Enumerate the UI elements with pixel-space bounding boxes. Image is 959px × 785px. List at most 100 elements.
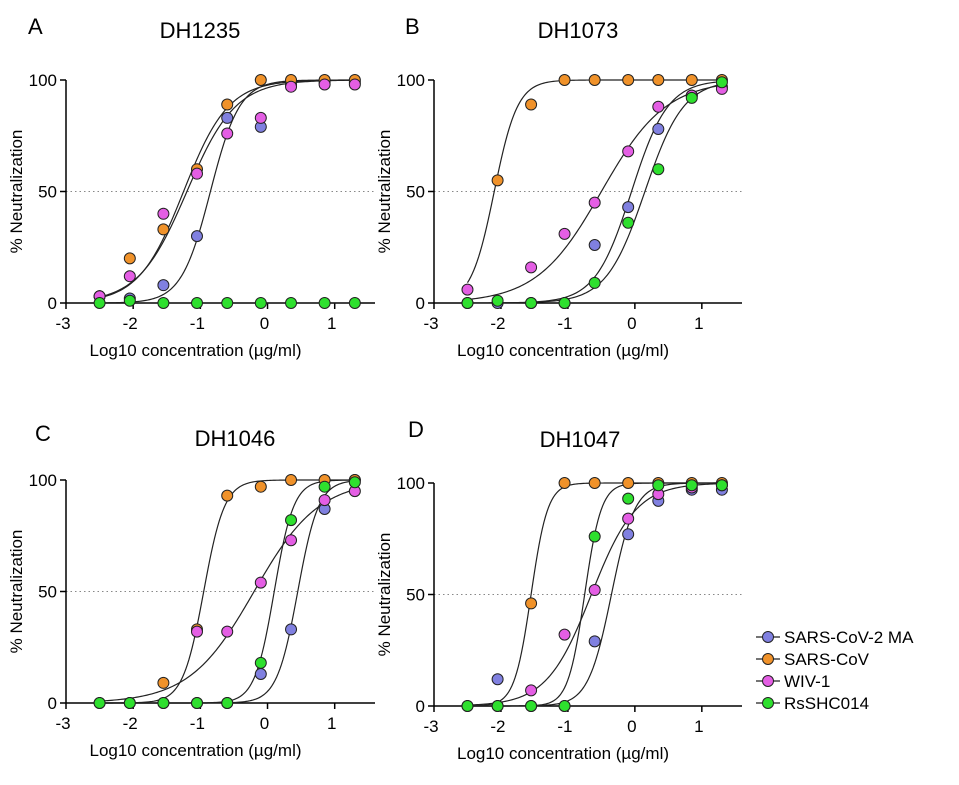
panel-c-y-label: % Neutralization	[7, 530, 26, 654]
legend-item-sars-cov: SARS-CoV	[756, 650, 870, 669]
panel-b-letter: B	[405, 14, 420, 39]
panel-d-point-rsshc014	[525, 700, 538, 712]
panel-c-x-tick-label: 0	[260, 714, 269, 733]
panel-a-x-tick-label: 1	[327, 314, 336, 333]
panel-a-point-rsshc014	[157, 297, 170, 309]
panel-b-point-rsshc014	[588, 276, 601, 289]
panel-a-point-wiv-1	[254, 111, 267, 124]
panel-b-point-wiv-1	[461, 283, 474, 296]
panel-b-point-rsshc014	[685, 91, 698, 104]
panel-b-x-tick-label: 0	[627, 314, 636, 333]
panel-a-point-rsshc014	[285, 297, 298, 309]
panel-c-point-sars-cov	[285, 474, 298, 486]
panel-b-point-sars-cov	[685, 74, 698, 86]
panel-c-x-tick-label: -2	[123, 714, 138, 733]
panel-c-curve-rsshc014	[99, 479, 355, 704]
panel-d-point-rsshc014	[715, 479, 728, 492]
panel-a-point-wiv-1	[157, 207, 170, 220]
panel-c-y-tick-label: 100	[29, 471, 57, 490]
panel-b-point-sars-cov	[525, 98, 538, 111]
panel-d-point-rsshc014	[685, 479, 698, 492]
panel-d-point-wiv-1	[525, 684, 538, 697]
panel-a-y-tick-label: 50	[38, 183, 57, 202]
panel-c-curve-sars-cov	[99, 479, 355, 704]
panel-d-x-tick-label: -1	[557, 717, 572, 736]
panel-c-point-sars-cov-2-ma	[254, 668, 267, 681]
legend-marker	[762, 697, 774, 709]
panel-a-point-sars-cov-2-ma	[190, 230, 203, 243]
panel-d-x-tick-label: 0	[627, 717, 636, 736]
legend-label: SARS-CoV-2 MA	[784, 628, 914, 647]
legend: SARS-CoV-2 MA SARS-CoV WIV-1 RsSHC014	[756, 628, 914, 713]
legend-marker	[762, 631, 774, 643]
panel-b: B DH1073 0 50 100 -3 -2 -1 0 1 Log10 concentration…	[375, 14, 742, 360]
panel-a-point-wiv-1	[123, 270, 136, 283]
panel-d-point-wiv-1	[622, 512, 635, 525]
panel-d-point-sars-cov	[558, 477, 571, 489]
panel-a-point-rsshc014	[123, 294, 136, 307]
panel-b-x-tick-label: -3	[423, 314, 438, 333]
panel-b-curve-sars-cov-2-ma	[467, 80, 722, 304]
panel-b-x-tick-label: 1	[694, 314, 703, 333]
panel-c-x-label: Log10 concentration (µg/ml)	[89, 741, 301, 760]
panel-a-point-rsshc014	[348, 297, 361, 309]
panel-a-title: DH1235	[160, 18, 241, 43]
panel-a-point-rsshc014	[254, 297, 267, 309]
panel-c-x-tick-label: -3	[55, 714, 70, 733]
panel-c-point-wiv-1	[254, 576, 267, 589]
panel-d-point-wiv-1	[588, 584, 601, 597]
panel-b-x-tick-label: -2	[490, 314, 505, 333]
panel-d-point-sars-cov	[622, 477, 635, 489]
panel-d-point-rsshc014	[491, 700, 504, 712]
panel-c-point-sars-cov-2-ma	[285, 623, 298, 636]
panel-a-y-tick-label: 0	[48, 294, 57, 313]
panel-b-point-sars-cov-2-ma	[652, 123, 665, 136]
panel-b-x-tick-label: -1	[557, 314, 572, 333]
panel-c-point-rsshc014	[157, 697, 170, 709]
panel-a-x-tick-label: -1	[190, 314, 205, 333]
panel-b-point-rsshc014	[491, 294, 504, 307]
legend-item-sars-cov-2-ma: SARS-CoV-2 MA	[756, 628, 914, 647]
panel-c-title: DH1046	[195, 426, 276, 451]
panel-c-point-sars-cov	[157, 676, 170, 689]
panel-b-point-sars-cov	[652, 74, 665, 86]
panel-d-y-label: % Neutralization	[375, 533, 394, 657]
panel-a-x-tick-label: -3	[55, 314, 70, 333]
panel-d-point-rsshc014	[652, 479, 665, 492]
panel-b-point-rsshc014	[461, 297, 474, 309]
panel-b-curve-wiv-1	[467, 84, 723, 301]
legend-marker	[762, 653, 774, 665]
panel-d-point-sars-cov	[525, 597, 538, 610]
panel-a-x-tick-label: -2	[123, 314, 138, 333]
panel-d: D DH1047 0 50 100 -3 -2 -1 0 1 Log10 concentration…	[375, 417, 742, 763]
panel-a-point-rsshc014	[190, 297, 203, 309]
panel-c-letter: C	[35, 421, 51, 446]
panel-d-point-rsshc014	[622, 492, 635, 505]
panel-b-point-rsshc014	[558, 297, 571, 309]
panel-b-y-tick-label: 100	[397, 71, 425, 90]
panel-c-point-rsshc014	[318, 480, 331, 493]
legend-label: RsSHC014	[784, 694, 869, 713]
panel-c-point-rsshc014	[285, 514, 298, 527]
panel-b-point-sars-cov-2-ma	[588, 239, 601, 252]
panel-a-point-rsshc014	[221, 297, 234, 309]
panel-b-y-tick-label: 0	[416, 294, 425, 313]
legend-item-wiv-1: WIV-1	[756, 672, 830, 691]
panel-d-x-tick-label: -2	[490, 717, 505, 736]
panel-a-x-tick-label: 0	[260, 314, 269, 333]
panel-c-y-tick-label: 0	[48, 694, 57, 713]
panel-a-point-rsshc014	[93, 297, 106, 309]
panel-c-point-rsshc014	[123, 697, 136, 709]
panel-c-point-wiv-1	[318, 494, 331, 507]
panel-b-point-rsshc014	[652, 163, 665, 176]
legend-label: SARS-CoV	[784, 650, 870, 669]
panel-b-point-wiv-1	[558, 227, 571, 240]
panel-c-point-rsshc014	[190, 697, 203, 709]
panel-d-point-rsshc014	[461, 700, 474, 712]
panel-d-point-sars-cov	[588, 477, 601, 489]
panel-a-y-tick-label: 100	[29, 71, 57, 90]
legend-label: WIV-1	[784, 672, 830, 691]
panel-b-x-label: Log10 concentration (µg/ml)	[457, 341, 669, 360]
